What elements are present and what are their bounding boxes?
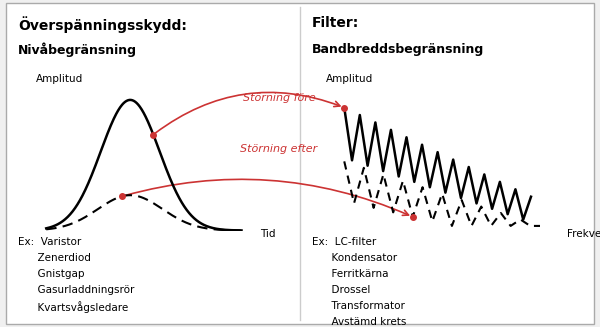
Text: Filter:: Filter: — [312, 16, 359, 30]
Text: Nivåbegränsning: Nivåbegränsning — [18, 43, 137, 57]
Text: Störning efter: Störning efter — [241, 144, 317, 154]
Text: Frekvens: Frekvens — [567, 229, 600, 239]
Text: Amplitud: Amplitud — [36, 74, 83, 84]
Text: Störning före: Störning före — [242, 93, 316, 103]
Text: Bandbreddsbegränsning: Bandbreddsbegränsning — [312, 43, 484, 56]
Text: Ex:  LC-filter: Ex: LC-filter — [312, 237, 376, 247]
Text: Överspänningsskydd:: Överspänningsskydd: — [18, 16, 187, 33]
FancyBboxPatch shape — [6, 3, 594, 324]
Text: Kondensator: Kondensator — [312, 253, 397, 263]
Text: Zenerdiod: Zenerdiod — [18, 253, 91, 263]
Text: Transformator: Transformator — [312, 301, 405, 311]
Text: Gasurladdningsrör: Gasurladdningsrör — [18, 285, 134, 295]
Text: Gnistgap: Gnistgap — [18, 269, 85, 279]
Text: Avstämd krets: Avstämd krets — [312, 317, 406, 327]
Text: Tid: Tid — [260, 229, 276, 239]
Text: Ex:  Varistor: Ex: Varistor — [18, 237, 81, 247]
Text: Drossel: Drossel — [312, 285, 370, 295]
Text: Amplitud: Amplitud — [326, 74, 374, 84]
Text: Ferritkärna: Ferritkärna — [312, 269, 389, 279]
Text: Kvartsvågsledare: Kvartsvågsledare — [18, 301, 128, 313]
